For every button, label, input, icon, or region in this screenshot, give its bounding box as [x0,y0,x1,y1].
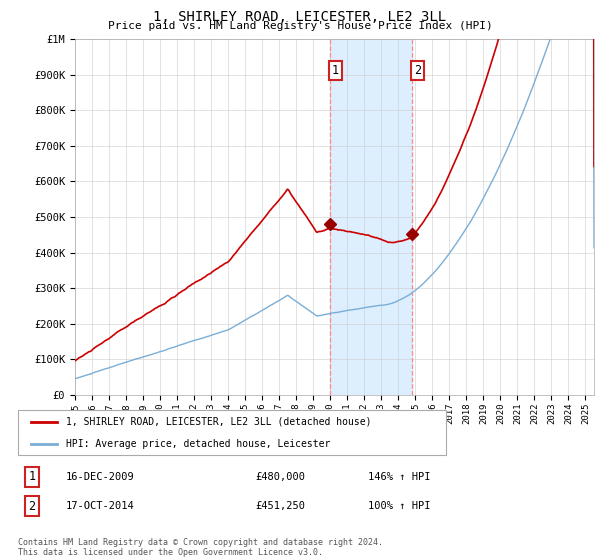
FancyBboxPatch shape [18,410,446,455]
Text: 17-OCT-2014: 17-OCT-2014 [66,501,134,511]
Text: HPI: Average price, detached house, Leicester: HPI: Average price, detached house, Leic… [65,438,330,449]
Text: 16-DEC-2009: 16-DEC-2009 [66,472,134,482]
Text: £480,000: £480,000 [255,472,305,482]
Bar [329,39,412,395]
Text: Contains HM Land Registry data © Crown copyright and database right 2024.
This d: Contains HM Land Registry data © Crown c… [18,538,383,557]
Text: 2: 2 [415,64,421,77]
Text: 146% ↑ HPI: 146% ↑ HPI [368,472,430,482]
Text: £451,250: £451,250 [255,501,305,511]
Text: Price paid vs. HM Land Registry's House Price Index (HPI): Price paid vs. HM Land Registry's House … [107,21,493,31]
Text: 1, SHIRLEY ROAD, LEICESTER, LE2 3LL (detached house): 1, SHIRLEY ROAD, LEICESTER, LE2 3LL (det… [65,417,371,427]
Text: 1, SHIRLEY ROAD, LEICESTER, LE2 3LL: 1, SHIRLEY ROAD, LEICESTER, LE2 3LL [154,10,446,24]
Text: 2: 2 [29,500,35,512]
Text: 1: 1 [332,64,339,77]
Text: 100% ↑ HPI: 100% ↑ HPI [368,501,430,511]
Text: 1: 1 [29,470,35,483]
